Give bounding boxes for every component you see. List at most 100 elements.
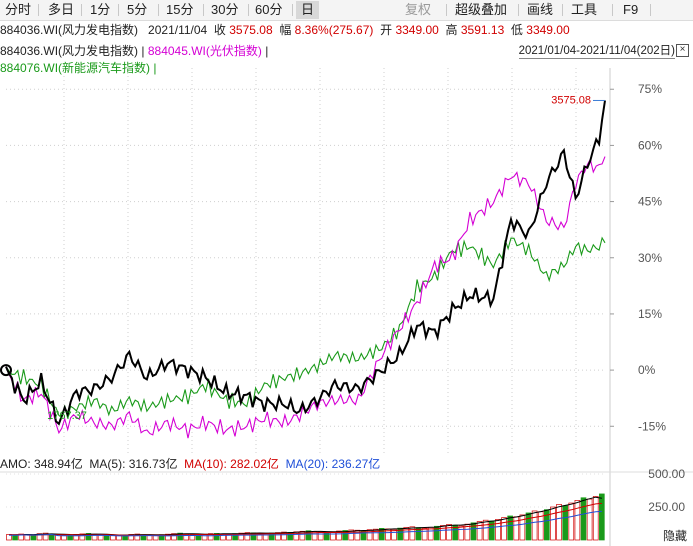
volume-bar bbox=[586, 498, 593, 541]
high-label: 高 bbox=[445, 23, 458, 37]
ma10-value: 282.02亿 bbox=[230, 457, 279, 471]
volume-bar bbox=[293, 531, 300, 541]
quote-date: 2021/11/04 bbox=[148, 23, 208, 37]
volume-bar bbox=[12, 534, 18, 541]
divider bbox=[562, 4, 563, 16]
volume-bar bbox=[580, 497, 587, 541]
volume-bar bbox=[116, 535, 122, 541]
divider bbox=[248, 4, 249, 16]
volume-bar bbox=[562, 505, 568, 541]
tab-multi-day[interactable]: 多日 bbox=[48, 2, 75, 17]
volume-bar bbox=[238, 532, 245, 541]
vol-tick-label: 250.00 bbox=[648, 500, 685, 514]
volume-bar bbox=[489, 520, 495, 541]
series-line-1 bbox=[5, 100, 606, 426]
volume-bar bbox=[67, 535, 73, 541]
volume-bar bbox=[250, 532, 257, 541]
tab-60min[interactable]: 60分 bbox=[255, 2, 283, 17]
volume-bar bbox=[232, 533, 238, 541]
tab-5min[interactable]: 5分 bbox=[127, 2, 148, 17]
tab-15min[interactable]: 15分 bbox=[166, 2, 194, 17]
divider bbox=[292, 4, 293, 16]
super-overlay-button[interactable]: 超级叠加 bbox=[455, 2, 508, 17]
tab-30min[interactable]: 30分 bbox=[211, 2, 239, 17]
open-value: 3349.00 bbox=[395, 23, 439, 37]
change-value: 8.36%(275.67) bbox=[294, 23, 374, 37]
tab-1min[interactable]: 1分 bbox=[90, 2, 111, 17]
legend-divider: | bbox=[153, 61, 157, 75]
ma20-label: MA(20): bbox=[285, 457, 329, 471]
volume-bar bbox=[592, 496, 599, 541]
ma5-label: MA(5): bbox=[89, 457, 126, 471]
volume-bar bbox=[513, 516, 520, 541]
volume-bar bbox=[79, 533, 86, 541]
volume-bar bbox=[207, 533, 214, 541]
tab-daily[interactable]: 日 bbox=[296, 1, 320, 19]
close-value: 3575.08 bbox=[229, 23, 273, 37]
divider bbox=[158, 4, 159, 16]
volume-bar bbox=[311, 531, 318, 541]
ma20-value: 236.27亿 bbox=[331, 457, 381, 471]
close-icon[interactable]: × bbox=[676, 44, 689, 57]
high-value: 3591.13 bbox=[460, 23, 505, 37]
volume-bar bbox=[146, 534, 153, 541]
volume-bar bbox=[397, 527, 403, 541]
series-line-3 bbox=[5, 236, 606, 419]
divider bbox=[38, 4, 39, 16]
f9-button[interactable]: F9 bbox=[623, 2, 639, 17]
volume-bar bbox=[403, 526, 410, 541]
draw-line-button[interactable]: 画线 bbox=[527, 2, 554, 17]
volume-bar bbox=[24, 534, 31, 541]
amo-label: AMO: bbox=[0, 457, 31, 471]
volume-bar bbox=[6, 534, 12, 541]
volume-bar bbox=[409, 526, 416, 541]
volume-bar bbox=[434, 525, 440, 541]
series-line-2 bbox=[5, 156, 606, 439]
legend-series-nev[interactable]: 884076.WI(新能源汽车指数) bbox=[0, 61, 151, 75]
volume-bar bbox=[281, 531, 287, 541]
ma10-label: MA(10): bbox=[184, 457, 227, 471]
volume-bar bbox=[256, 533, 263, 541]
volume-bar bbox=[85, 533, 92, 541]
divider bbox=[446, 4, 447, 16]
legend-series-pv[interactable]: 884045.WI(光伏指数) bbox=[147, 44, 262, 58]
volume-bar bbox=[91, 533, 98, 541]
volume-bar bbox=[574, 500, 581, 541]
date-range[interactable]: 2021/01/04-2021/11/04(202日) bbox=[518, 45, 675, 59]
legend-divider: | bbox=[265, 44, 269, 58]
volume-bar bbox=[61, 534, 67, 541]
ma10-line bbox=[9, 502, 602, 536]
tab-intraday[interactable]: 分时 bbox=[5, 2, 32, 17]
volume-bar bbox=[275, 532, 281, 541]
volume-bar bbox=[140, 534, 147, 541]
volume-bar bbox=[470, 522, 477, 541]
tools-button[interactable]: 工具 bbox=[571, 2, 598, 17]
volume-bar bbox=[323, 531, 330, 541]
volume-bar bbox=[244, 532, 251, 541]
volume-bar bbox=[122, 534, 128, 541]
volume-bar bbox=[103, 534, 110, 541]
volume-bar bbox=[531, 510, 538, 541]
hide-button[interactable]: 隐藏 bbox=[662, 529, 687, 543]
volume-bar bbox=[525, 512, 532, 541]
volume-bar bbox=[495, 519, 501, 541]
ma5-line bbox=[9, 496, 602, 536]
legend-series-wind[interactable]: 884036.WI(风力发电指数) bbox=[0, 44, 139, 58]
volume-bar bbox=[501, 517, 507, 541]
volume-bar bbox=[391, 529, 397, 541]
divider bbox=[518, 4, 519, 16]
volume-bar bbox=[128, 534, 135, 541]
volume-bar bbox=[568, 502, 575, 541]
volume-bar bbox=[110, 534, 116, 541]
low-label: 低 bbox=[510, 23, 523, 37]
volume-bar bbox=[213, 533, 220, 541]
divider bbox=[203, 4, 204, 16]
volume-bar bbox=[18, 533, 24, 541]
volume-bar bbox=[30, 534, 37, 541]
legend-row-2: 884076.WI(新能源汽车指数) | bbox=[0, 60, 157, 76]
adjust-button[interactable]: 复权 bbox=[405, 2, 432, 17]
volume-bar bbox=[195, 534, 202, 541]
volume-bar bbox=[336, 530, 342, 541]
volume-bar bbox=[287, 531, 293, 541]
y-tick-label: 60% bbox=[638, 138, 662, 152]
